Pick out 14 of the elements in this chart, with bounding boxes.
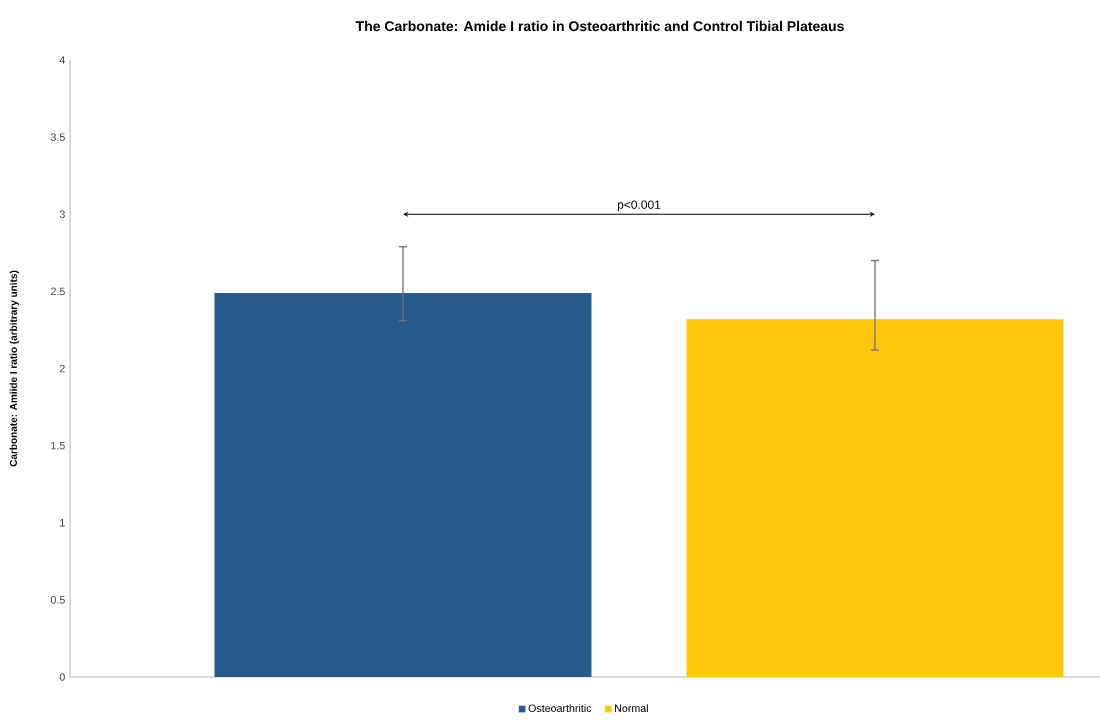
annotation: p<0.001: [617, 200, 661, 212]
legend-label: Normal: [615, 704, 648, 713]
y-tick-label: 1: [60, 519, 65, 527]
chart-title: The Carbonate: Amide I ratio in Osteoarthritic and Control Tibial Plateaus: [355, 20, 844, 32]
y-tick-label: 3: [59, 210, 65, 219]
legend-label: Osteoarthritic: [528, 704, 592, 713]
y-tick-label: 2: [59, 364, 65, 373]
y-tick-label: 0: [59, 673, 65, 681]
y-axis-title: Carbonate: Amiide I ratio (arbitrary units): [9, 270, 19, 467]
y-tick-label: 2.5: [51, 287, 65, 296]
y-tick-label: 0.5: [50, 596, 65, 604]
y-tick-label: 1.5: [51, 441, 65, 450]
y-tick-label: 3.5: [50, 133, 65, 141]
y-tick-label: 4: [59, 56, 65, 64]
